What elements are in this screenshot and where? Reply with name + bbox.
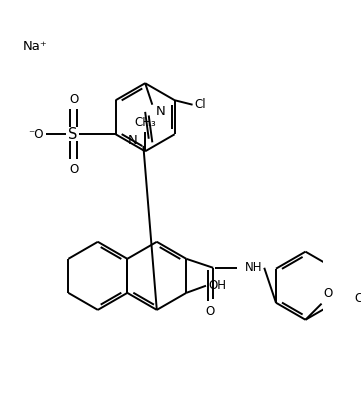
Text: N: N bbox=[128, 134, 138, 147]
Text: CH₃: CH₃ bbox=[134, 116, 156, 129]
Text: Na⁺: Na⁺ bbox=[22, 40, 47, 53]
Text: S: S bbox=[68, 127, 77, 142]
Text: O: O bbox=[206, 305, 215, 318]
Text: Cl: Cl bbox=[194, 98, 206, 111]
Text: O: O bbox=[69, 93, 78, 106]
Text: O: O bbox=[323, 287, 332, 300]
Text: OH: OH bbox=[209, 279, 227, 292]
Text: methoxy: methoxy bbox=[329, 272, 335, 273]
Text: ⁻O: ⁻O bbox=[29, 128, 44, 141]
Text: Cl: Cl bbox=[355, 292, 361, 305]
Text: NH: NH bbox=[244, 261, 262, 274]
Text: O: O bbox=[69, 163, 78, 176]
Text: N: N bbox=[156, 105, 166, 118]
